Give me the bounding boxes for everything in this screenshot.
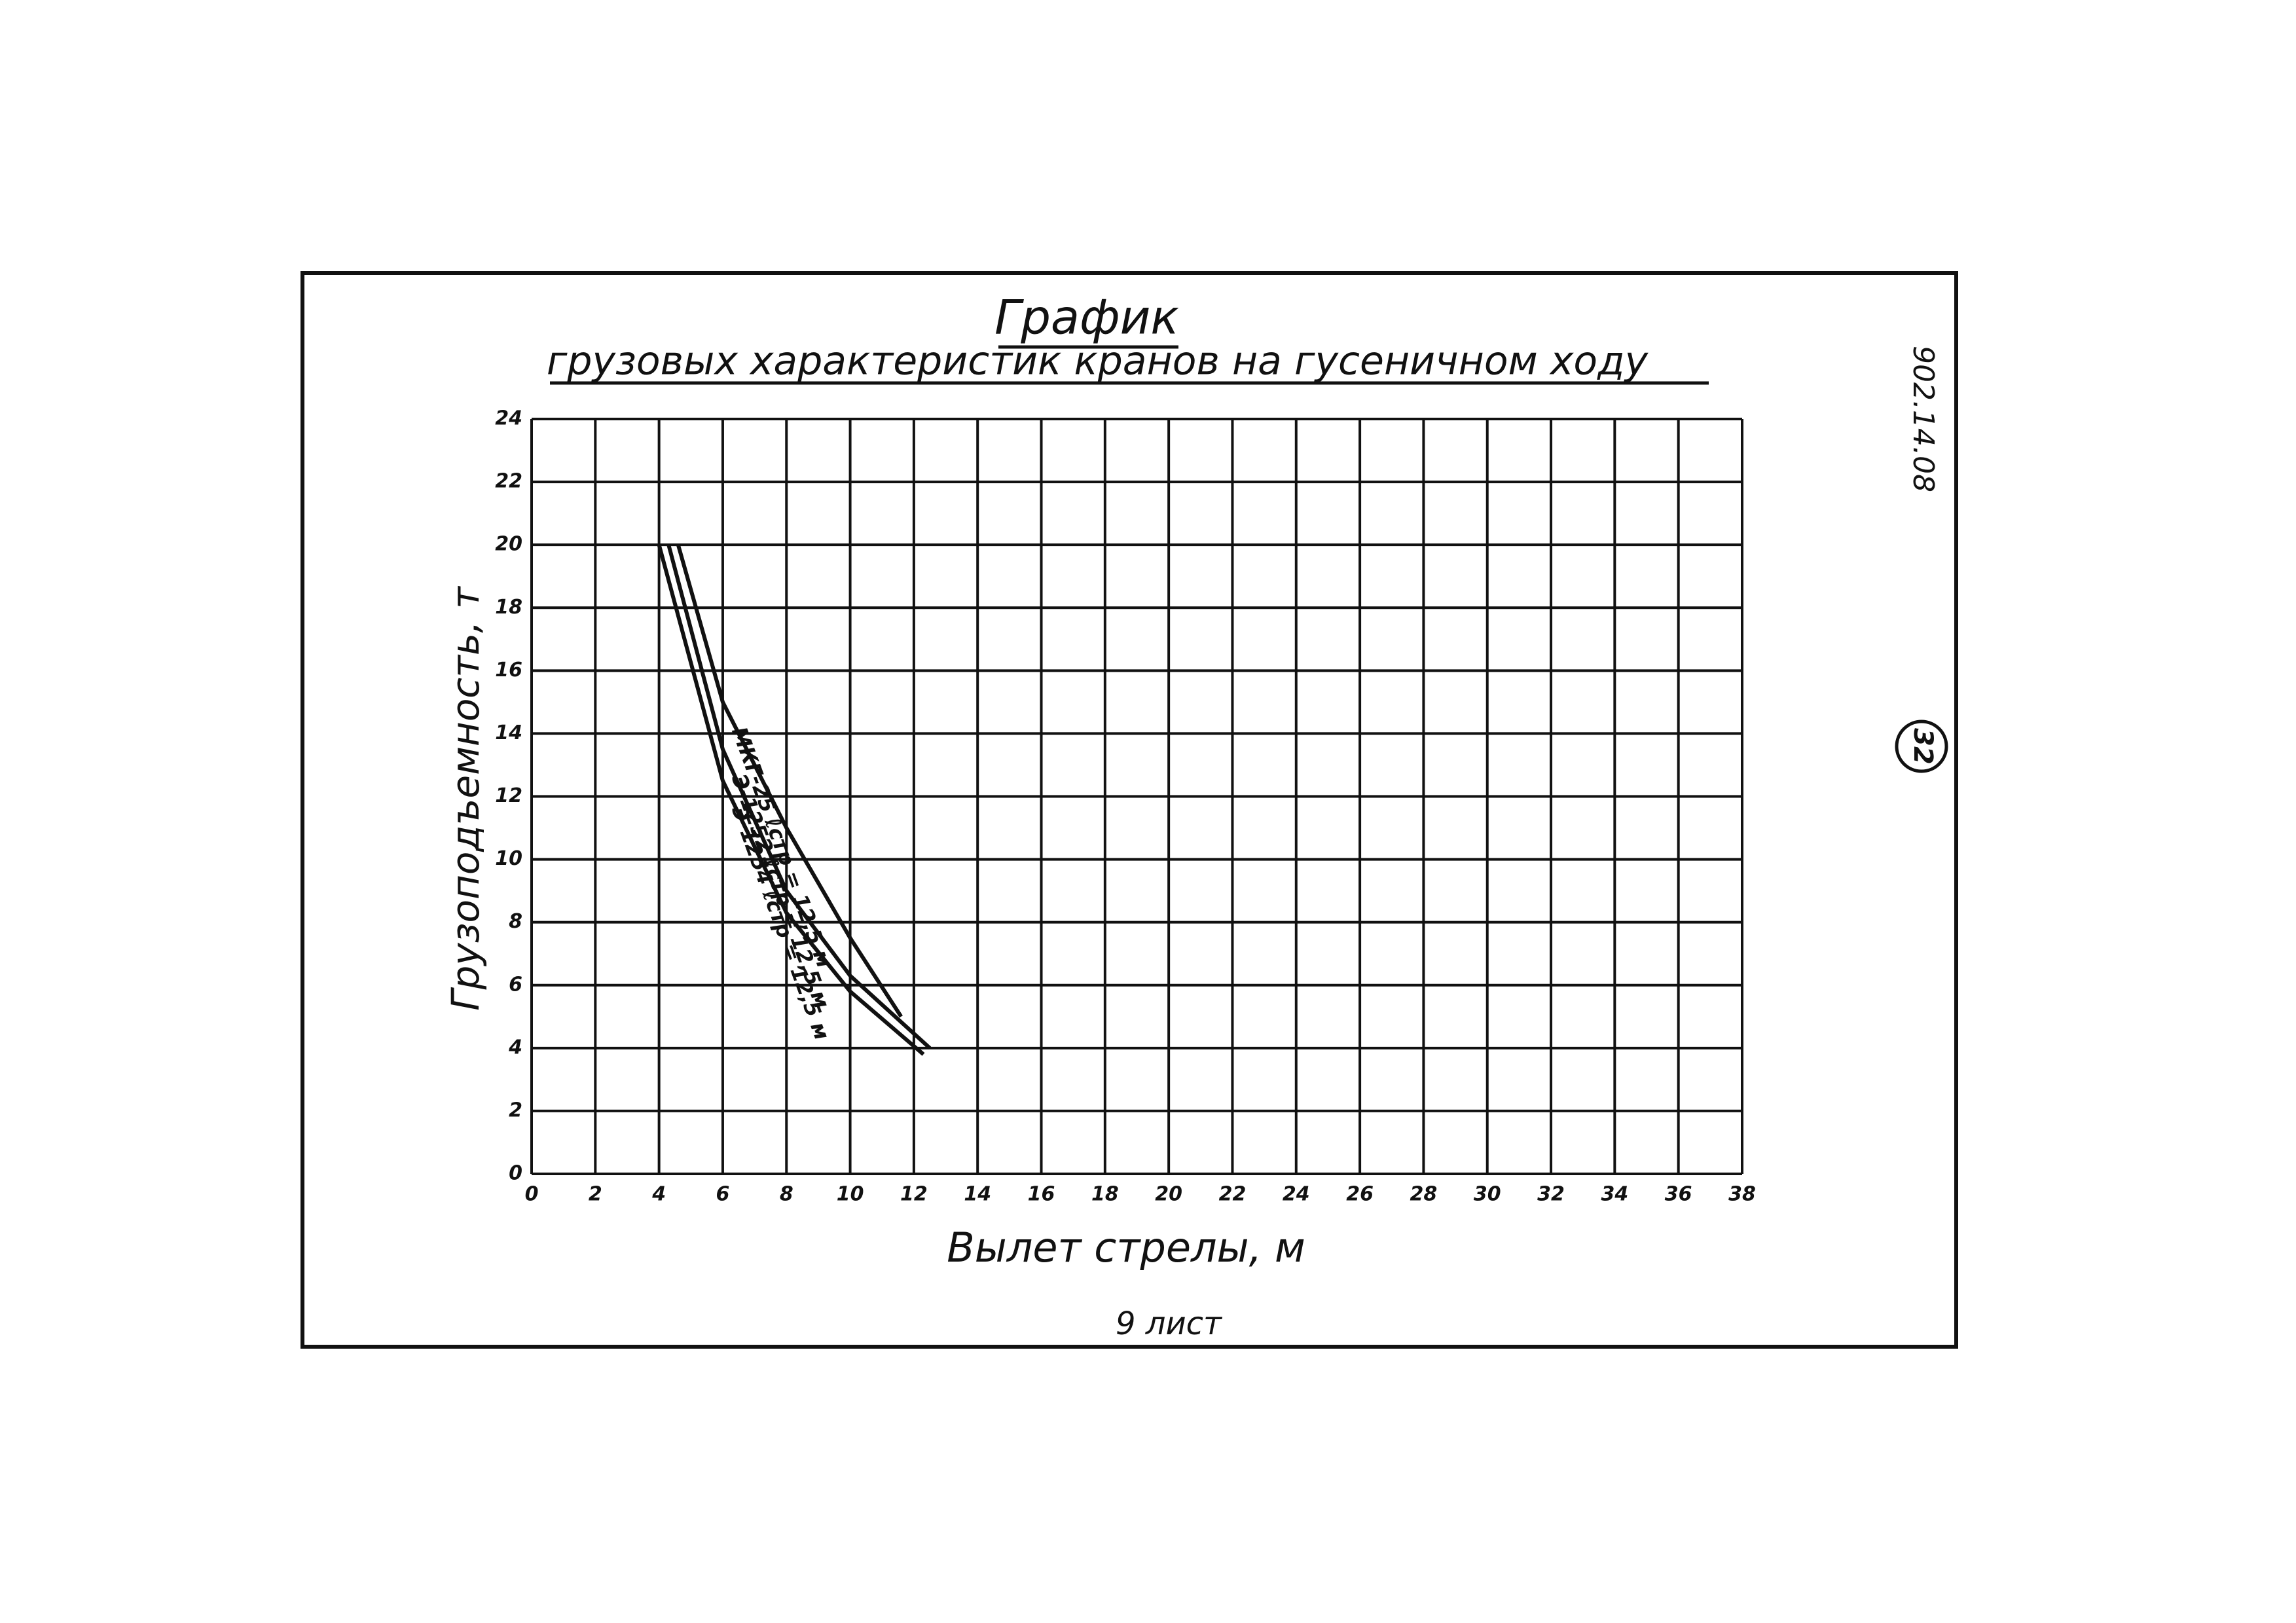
y-tick-label: 22: [495, 470, 522, 493]
x-tick-label: 14: [964, 1183, 991, 1206]
page-number: 32: [1908, 728, 1938, 765]
y-tick-label: 2: [509, 1099, 522, 1122]
y-tick-label: 14: [495, 721, 522, 744]
x-axis-label: Вылет стрелы, м: [947, 1224, 1305, 1271]
x-tick-label: 8: [780, 1183, 793, 1206]
data-line: [657, 544, 925, 1056]
x-tick-label: 36: [1665, 1183, 1692, 1206]
document-code: 902.14.08: [1906, 346, 1940, 492]
x-tick-label: 16: [1028, 1183, 1055, 1206]
data-line: [676, 544, 903, 1018]
x-tick-label: 12: [900, 1183, 928, 1206]
x-tick-label: 2: [589, 1183, 602, 1206]
y-tick-label: 20: [495, 533, 522, 556]
chart-subtitle: грузовых характеристик кранов на гусенич…: [547, 338, 1649, 384]
x-tick-label: 30: [1474, 1183, 1501, 1206]
x-tick-label: 6: [716, 1183, 730, 1206]
x-tick-label: 0: [525, 1183, 539, 1206]
y-tick-label: 12: [495, 784, 522, 807]
frame: [301, 271, 1958, 1349]
y-tick-label: 0: [509, 1162, 522, 1185]
x-tick-label: 22: [1219, 1183, 1247, 1206]
x-tick-label: 32: [1537, 1183, 1565, 1206]
y-tick-label: 4: [508, 1036, 522, 1059]
y-tick-label: 6: [509, 973, 522, 996]
x-tick-label: 24: [1283, 1183, 1310, 1206]
x-tick-label: 10: [837, 1183, 864, 1206]
x-tick-label: 26: [1346, 1183, 1374, 1206]
x-tick-label: 34: [1601, 1183, 1628, 1206]
chart-title: График: [994, 290, 1179, 345]
y-tick-label: 8: [509, 910, 522, 933]
footer: 9 лист: [1116, 1305, 1223, 1342]
y-tick-label: 18: [495, 596, 522, 619]
x-tick-label: 18: [1091, 1183, 1119, 1206]
y-tick-label: 10: [495, 847, 522, 870]
data-line: [666, 544, 932, 1050]
x-tick-label: 4: [651, 1183, 666, 1206]
y-axis-label: Грузоподъемность, т: [443, 585, 488, 1011]
page-circle: [1895, 720, 1948, 773]
y-tick-label: 24: [495, 407, 522, 430]
y-tick-label: 16: [495, 659, 522, 682]
x-tick-label: 20: [1155, 1183, 1182, 1206]
x-tick-label: 28: [1410, 1183, 1438, 1206]
x-tick-label: 38: [1728, 1183, 1756, 1206]
